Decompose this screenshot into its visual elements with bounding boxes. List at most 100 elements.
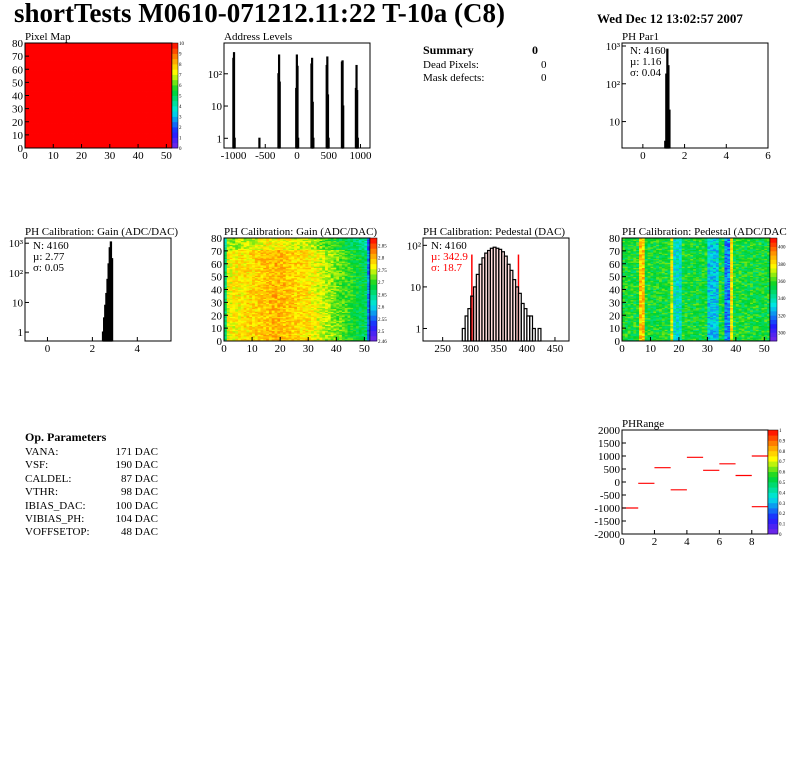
- heatmap-cell: [61, 60, 65, 62]
- heatmap-cell: [27, 124, 32, 127]
- heatmap-cell: [138, 54, 142, 57]
- heatmap-cell: [44, 96, 49, 99]
- heatmap-cell: [92, 129, 97, 132]
- heatmap-cell: [36, 56, 40, 58]
- palette-cell: [172, 95, 178, 102]
- heatmap-cell: [152, 49, 156, 52]
- heatmap-cell: [135, 88, 139, 91]
- heatmap-cell: [30, 71, 34, 74]
- heatmap-cell: [41, 91, 46, 94]
- heatmap-cell: [41, 64, 46, 66]
- heatmap-cell: [70, 113, 74, 116]
- heatmap-cell: [229, 302, 233, 305]
- heatmap-cell: [232, 293, 236, 296]
- heatmap-cell: [118, 48, 122, 50]
- heatmap-cell: [78, 60, 82, 62]
- heatmap-cell: [61, 133, 65, 136]
- heatmap-cell: [115, 54, 119, 57]
- heatmap-cell: [64, 124, 68, 127]
- heatmap-cell: [64, 117, 68, 120]
- heatmap-cell: [112, 115, 116, 117]
- heatmap-cell: [229, 256, 233, 258]
- heatmap-cell: [152, 100, 156, 103]
- heatmap-cell: [44, 133, 49, 136]
- heatmap-cell: [30, 96, 34, 99]
- heatmap-cell: [90, 86, 94, 89]
- heatmap-cell: [169, 48, 173, 50]
- heatmap-cell: [47, 142, 51, 145]
- heatmap-cell: [98, 120, 102, 123]
- heatmap-cell: [104, 79, 108, 82]
- heatmap-cell: [109, 132, 114, 134]
- x-tick-label: 10: [48, 150, 60, 162]
- heatmap-cell: [95, 104, 99, 107]
- heatmap-cell: [90, 64, 94, 66]
- heatmap-cell: [232, 238, 236, 240]
- heatmap-cell: [160, 99, 164, 102]
- heatmap-cell: [243, 259, 247, 262]
- heatmap-cell: [129, 125, 133, 128]
- heatmap-cell: [75, 129, 80, 132]
- heatmap-cell: [146, 65, 150, 68]
- heatmap-cell: [149, 54, 153, 57]
- heatmap-cell: [27, 73, 32, 75]
- heatmap-cell: [53, 100, 57, 103]
- heatmap-cell: [47, 108, 51, 111]
- heatmap-cell: [138, 137, 142, 140]
- heatmap-cell: [92, 128, 97, 131]
- heatmap-cell: [135, 128, 139, 131]
- heatmap-cell: [238, 248, 242, 250]
- heatmap-cell: [64, 92, 68, 95]
- heatmap-cell: [44, 142, 49, 145]
- heatmap-cell: [58, 67, 63, 70]
- heatmap-cell: [224, 283, 228, 285]
- heatmap-cell: [104, 136, 108, 138]
- heatmap-cell: [30, 116, 34, 119]
- heatmap-cell: [143, 91, 147, 94]
- heatmap-cell: [92, 75, 97, 78]
- heatmap-cell: [121, 96, 125, 99]
- heatmap-cell: [41, 103, 46, 106]
- heatmap-cell: [112, 70, 116, 73]
- heatmap-cell: [155, 115, 159, 117]
- heatmap-cell: [87, 49, 91, 52]
- heatmap-cell: [98, 96, 102, 99]
- heatmap-cell: [157, 49, 162, 52]
- heatmap-cell: [229, 337, 233, 339]
- heatmap-cell: [73, 115, 77, 117]
- heatmap-cell: [58, 130, 63, 133]
- heatmap-cell: [240, 293, 245, 296]
- heatmap-cell: [135, 109, 139, 112]
- heatmap-cell: [58, 60, 63, 62]
- heatmap-cell: [152, 142, 156, 145]
- heatmap-cell: [25, 83, 29, 86]
- heatmap-cell: [53, 103, 57, 106]
- heatmap-cell: [78, 61, 82, 64]
- heatmap-cell: [92, 61, 97, 64]
- heatmap-cell: [146, 67, 150, 70]
- palette-tick-label: 2: [179, 126, 182, 131]
- heatmap-cell: [101, 138, 105, 141]
- heatmap-cell: [92, 53, 97, 56]
- heatmap-cell: [160, 53, 164, 56]
- heatmap-cell: [160, 106, 164, 108]
- heatmap-cell: [235, 304, 239, 307]
- heatmap-cell: [169, 57, 173, 60]
- heatmap-cell: [27, 106, 32, 108]
- heatmap-cell: [118, 96, 122, 99]
- heatmap-cell: [226, 288, 231, 290]
- heatmap-cell: [132, 75, 136, 78]
- heatmap-cell: [67, 62, 71, 65]
- heatmap-cell: [240, 244, 245, 247]
- heatmap-cell: [39, 100, 43, 103]
- heatmap-cell: [121, 49, 125, 52]
- heatmap-cell: [235, 337, 239, 339]
- heatmap-cell: [160, 104, 164, 107]
- heatmap-cell: [87, 44, 91, 47]
- heatmap-cell: [41, 78, 46, 81]
- heatmap-cell: [240, 294, 245, 297]
- heatmap-cell: [224, 280, 228, 283]
- heatmap-cell: [224, 274, 228, 276]
- heatmap-cell: [224, 243, 228, 245]
- heatmap-cell: [146, 62, 150, 65]
